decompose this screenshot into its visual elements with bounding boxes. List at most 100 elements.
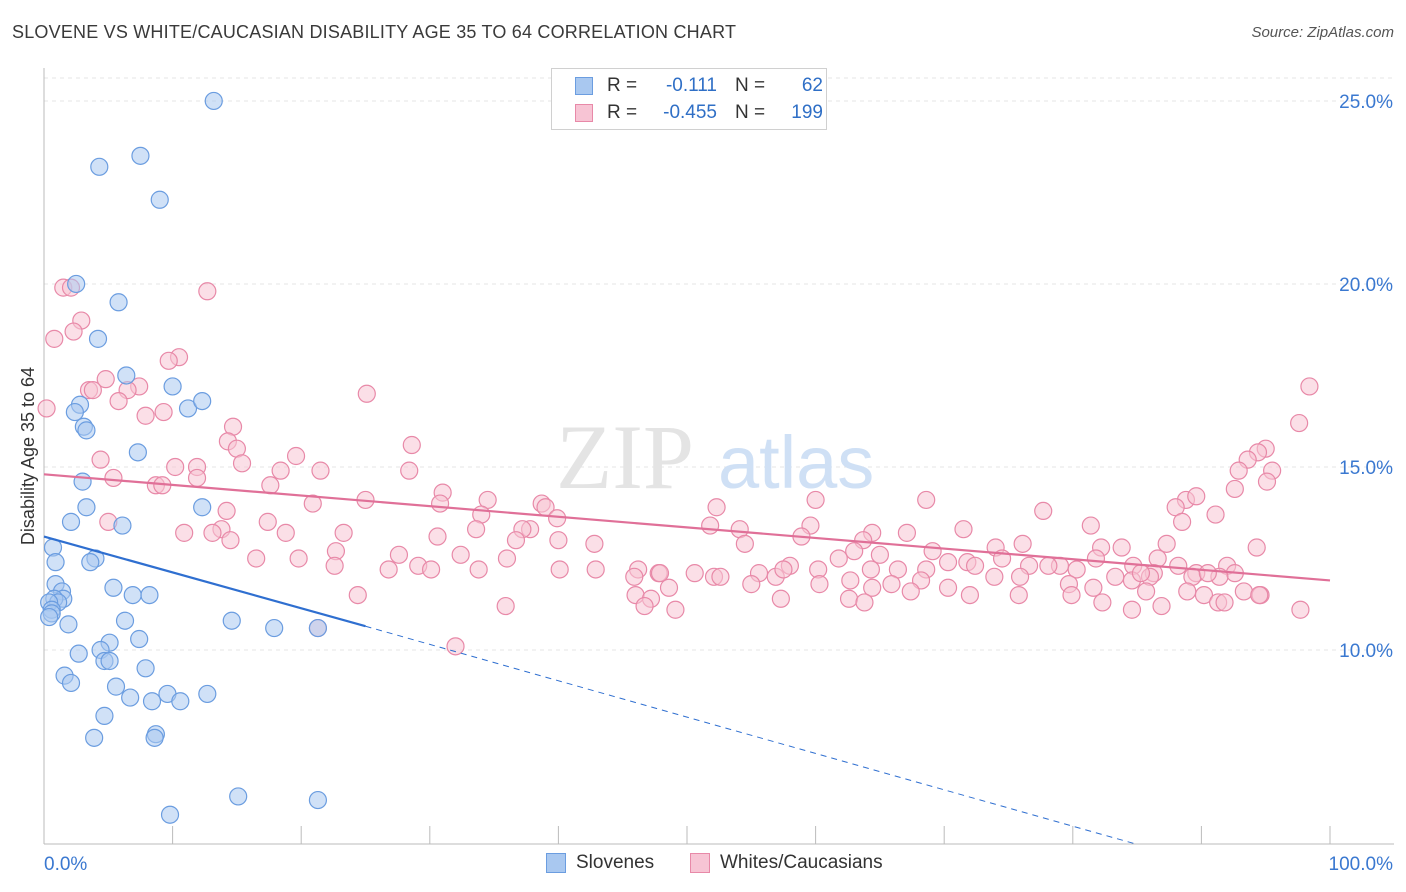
- data-point: [348, 585, 367, 605]
- data-point: [1084, 578, 1103, 597]
- data-point: [109, 391, 128, 411]
- data-point: [1198, 564, 1217, 583]
- trend-lines: [43, 473, 1331, 845]
- data-point: [308, 790, 328, 810]
- data-point: [839, 589, 859, 608]
- data-point: [1225, 479, 1244, 499]
- data-point: [1112, 538, 1131, 557]
- data-point: [1247, 538, 1266, 557]
- data-point: [938, 578, 958, 597]
- data-point: [357, 384, 376, 403]
- data-point: [175, 523, 194, 542]
- data-point: [1169, 556, 1188, 575]
- data-point: [1010, 567, 1030, 586]
- data-point: [104, 468, 123, 488]
- data-point: [400, 461, 419, 480]
- data-point: [247, 549, 266, 568]
- data-point: [1086, 549, 1106, 568]
- data-point: [113, 516, 132, 535]
- data-point: [61, 512, 81, 531]
- data-point: [121, 688, 140, 707]
- y-tick-label: 25.0%: [1339, 92, 1393, 113]
- data-point: [128, 443, 147, 462]
- data-point: [806, 490, 825, 510]
- data-point: [104, 578, 123, 597]
- data-point: [1067, 560, 1086, 579]
- legend-row-slovenes: R = -0.111 N = 62: [552, 73, 823, 99]
- data-point: [123, 585, 142, 605]
- data-point: [1215, 593, 1234, 612]
- watermark-atlas: atlas: [718, 421, 874, 504]
- data-point: [131, 146, 150, 165]
- data-point: [171, 692, 190, 711]
- data-point: [1131, 564, 1151, 583]
- data-point: [187, 468, 207, 488]
- data-point: [1206, 505, 1225, 524]
- data-point: [193, 498, 212, 517]
- data-point: [204, 91, 223, 111]
- legend-n-label: N =: [735, 75, 766, 96]
- data-point: [1106, 567, 1125, 586]
- data-point: [1234, 582, 1253, 601]
- data-point: [69, 644, 88, 663]
- data-point: [1178, 582, 1197, 601]
- data-point: [855, 593, 874, 612]
- data-point: [85, 728, 104, 747]
- data-point: [203, 523, 222, 542]
- data-point: [88, 329, 108, 348]
- x-tick-label: 100.0%: [1329, 854, 1394, 875]
- y-tick-label: 10.0%: [1339, 641, 1393, 662]
- data-point: [497, 549, 517, 568]
- data-point: [46, 553, 65, 572]
- x-tick-label: 0.0%: [44, 854, 87, 875]
- bottom-legend-label: Whites/Caucasians: [720, 852, 883, 873]
- data-point: [635, 596, 654, 616]
- data-point: [45, 329, 64, 348]
- data-point: [430, 494, 450, 513]
- legend-r-value: -0.455: [663, 102, 717, 123]
- data-point: [742, 575, 761, 594]
- data-point: [198, 282, 217, 301]
- data-point: [446, 637, 465, 656]
- data-point: [954, 520, 973, 539]
- data-point: [303, 494, 322, 513]
- data-point: [841, 571, 860, 590]
- data-point: [938, 553, 958, 572]
- data-point: [810, 575, 829, 594]
- bottom-legend-swatch-blue: [546, 853, 566, 873]
- data-point: [311, 461, 330, 480]
- data-point: [130, 629, 149, 649]
- slovenes-points: [40, 91, 328, 824]
- data-point: [91, 450, 110, 469]
- data-point: [83, 381, 102, 400]
- data-point: [550, 560, 569, 579]
- legend-swatch-pink: [575, 104, 593, 122]
- data-point: [1122, 600, 1142, 619]
- data-point: [81, 553, 100, 572]
- data-point: [923, 542, 942, 561]
- data-point: [64, 322, 83, 341]
- data-point: [774, 560, 793, 579]
- watermark-zip: ZIP: [556, 406, 694, 508]
- data-point: [1157, 534, 1176, 553]
- legend-r-label: R =: [607, 75, 638, 96]
- slovenes-trend-line: [43, 535, 366, 628]
- data-point: [685, 564, 704, 583]
- whites-trend-line: [43, 473, 1331, 582]
- legend-r-label: R =: [607, 102, 638, 123]
- data-point: [1257, 472, 1277, 491]
- data-point: [160, 805, 180, 824]
- data-point: [65, 402, 84, 422]
- data-point: [222, 611, 241, 630]
- data-point: [90, 157, 109, 176]
- data-point: [549, 531, 568, 550]
- data-point: [136, 659, 155, 678]
- data-point: [1173, 512, 1192, 531]
- data-point: [232, 454, 252, 473]
- data-point: [1013, 534, 1032, 553]
- data-point: [451, 545, 470, 564]
- data-point: [1152, 596, 1171, 616]
- data-point: [829, 549, 848, 568]
- legend-n-value: 62: [801, 75, 823, 96]
- data-point: [870, 545, 890, 564]
